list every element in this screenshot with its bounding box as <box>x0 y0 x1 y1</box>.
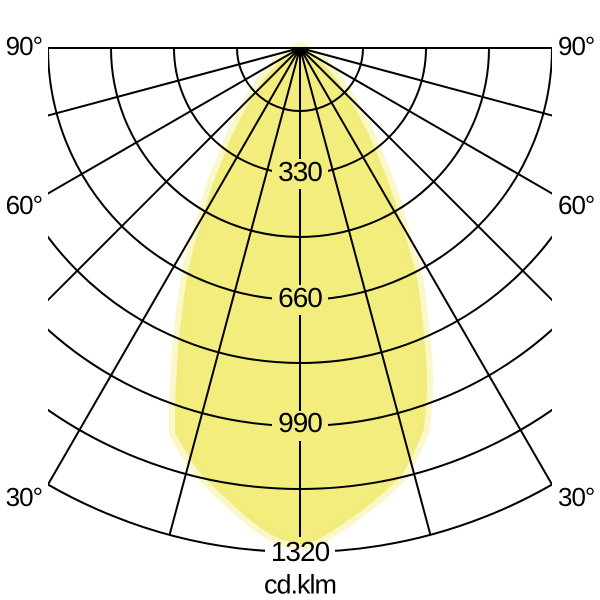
ring-value-label-990: 990 <box>278 407 323 438</box>
grid-radial-line <box>48 47 301 485</box>
ring-value-label-1320: 1320 <box>270 536 330 567</box>
angle-label-right-60: 60° <box>558 190 595 220</box>
ring-value-label-660: 660 <box>278 282 323 313</box>
polar-grid <box>48 47 552 553</box>
ring-value-label-330: 330 <box>278 156 323 187</box>
grid-radial-line <box>299 47 552 302</box>
angle-label-right-90: 90° <box>558 31 595 61</box>
grid-radial-line <box>48 47 301 302</box>
grid-radial-line <box>299 47 552 485</box>
angle-label-left-60: 60° <box>5 190 43 220</box>
grid-radial-line <box>168 47 301 536</box>
unit-label: cd.klm <box>263 569 337 600</box>
grid-radial-line <box>299 47 432 536</box>
grid-radial-line <box>299 47 552 117</box>
grid-radial-line <box>48 47 301 195</box>
grid-radial-line <box>299 47 552 195</box>
angle-label-right-30: 30° <box>558 482 595 512</box>
angle-label-left-30: 30° <box>5 482 43 512</box>
grid-radial-line <box>48 47 301 117</box>
angle-label-left-90: 90° <box>5 31 43 61</box>
